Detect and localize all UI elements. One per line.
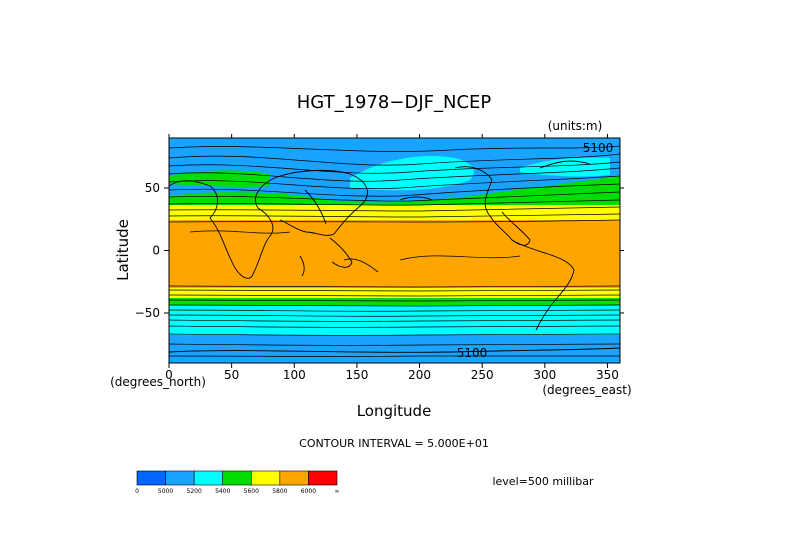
band-europe-5400	[169, 170, 270, 187]
colorbar-swatch	[193, 470, 224, 486]
band-south-5400	[169, 298, 620, 305]
y-axis-label: Latitude	[114, 219, 132, 281]
y-tick-label: 50	[145, 181, 160, 195]
contour-label-north: 5100	[583, 141, 614, 155]
trough-pacific	[350, 156, 475, 191]
x-tick-label: 150	[345, 368, 368, 382]
colorbar-label: 5800	[272, 488, 287, 495]
polar-south	[169, 335, 620, 363]
band-south-5600	[169, 288, 620, 298]
colorbar-swatch	[308, 470, 338, 486]
units-label: (units:m)	[548, 119, 603, 133]
band-tropics-5800	[169, 220, 620, 288]
x-tick-label: 0	[165, 368, 173, 382]
y-axis: −50 0 50	[135, 181, 624, 320]
colorbar-label: 0	[135, 488, 139, 495]
colorbar-label: 5000	[158, 488, 173, 495]
y-tick-label: −50	[135, 306, 160, 320]
colorbar-label: 5600	[244, 488, 259, 495]
colorbar: 0 5000 5200 5400 5600 5800 6000 ∞	[135, 470, 340, 495]
x-tick-label: 200	[408, 368, 431, 382]
colorbar-swatch	[279, 470, 309, 486]
colorbar-label: 6000	[301, 488, 316, 495]
colorbar-label: 5200	[187, 488, 202, 495]
y-tick-label: 0	[152, 244, 160, 258]
x-axis-label: Longitude	[357, 402, 432, 420]
coastlines	[169, 160, 620, 353]
contour-label-south: 5100	[457, 346, 488, 360]
colorbar-swatch	[222, 470, 252, 486]
y-unit-label: (degrees_north)	[110, 375, 206, 389]
chart-title: HGT_1978−DJF_NCEP	[297, 92, 492, 113]
x-tick-label: 100	[283, 368, 306, 382]
colorbar-swatch	[136, 470, 166, 486]
level-text: level=500 millibar	[492, 475, 594, 488]
x-tick-label: 350	[596, 368, 619, 382]
band-north-5600	[169, 205, 620, 220]
plot-area: 5100 5100	[169, 138, 620, 363]
x-tick-label: 50	[224, 368, 239, 382]
colorbar-label: ∞	[335, 488, 340, 495]
contour-interval-text: CONTOUR INTERVAL = 5.000E+01	[299, 437, 489, 450]
colorbar-swatch	[250, 470, 281, 486]
x-tick-label: 300	[533, 368, 556, 382]
x-unit-label: (degrees_east)	[542, 383, 631, 397]
x-tick-label: 250	[471, 368, 494, 382]
trough-atlantic	[520, 157, 610, 177]
colorbar-label: 5400	[215, 488, 230, 495]
x-axis: 0 50 100 150 200 250 300 350	[165, 134, 619, 382]
band-south-5200	[169, 305, 620, 335]
contour-lines	[169, 145, 620, 357]
colorbar-swatch	[165, 470, 195, 486]
